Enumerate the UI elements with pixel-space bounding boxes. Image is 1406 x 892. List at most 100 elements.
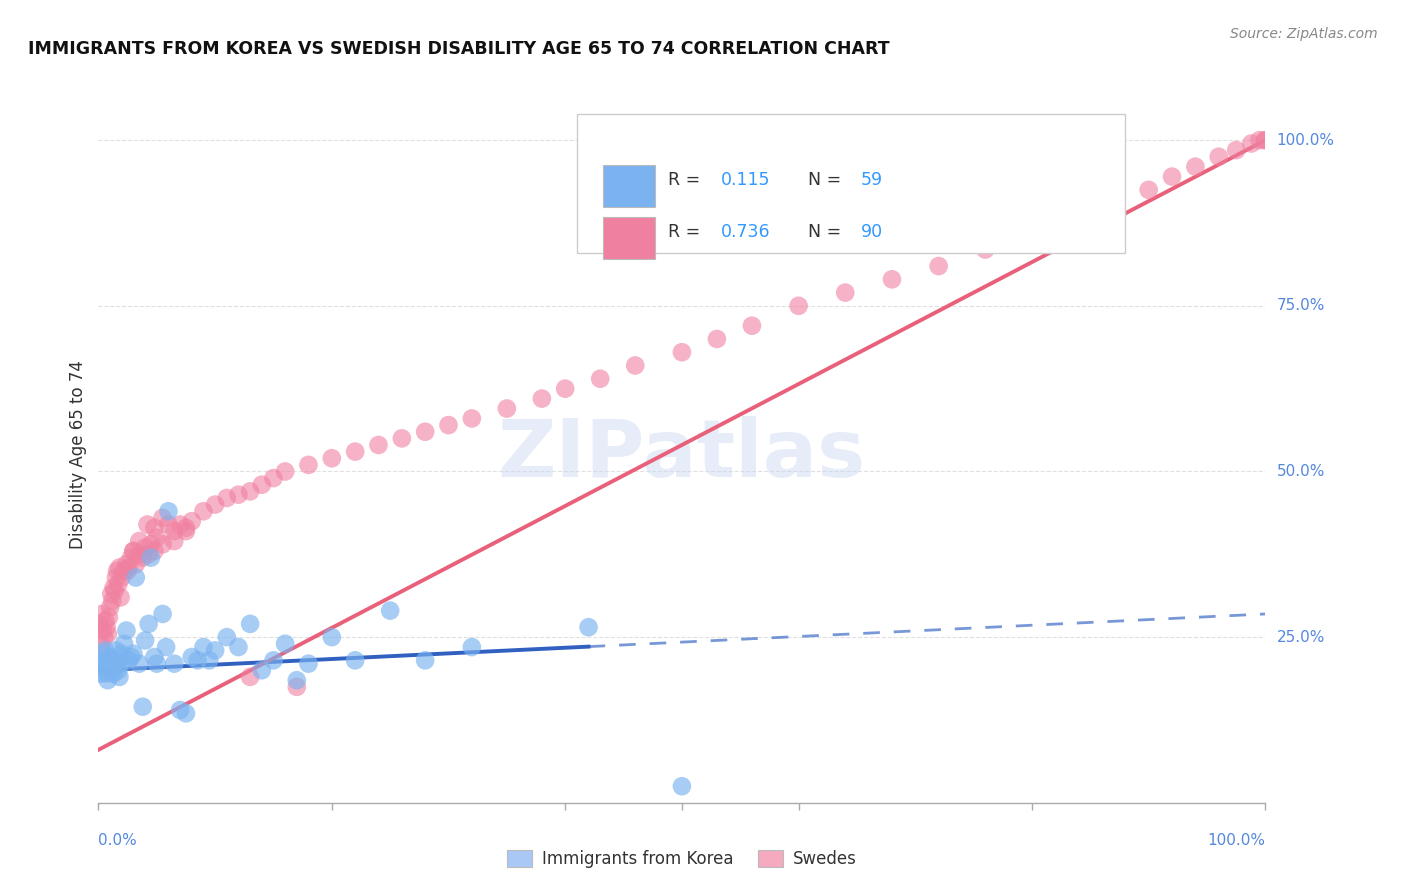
- Text: R =: R =: [668, 223, 706, 241]
- Point: [122, 544, 145, 558]
- Point: [1161, 169, 1184, 184]
- Point: [391, 431, 413, 445]
- Point: [111, 570, 134, 584]
- Point: [193, 640, 215, 654]
- Point: [103, 666, 125, 681]
- Point: [204, 498, 226, 512]
- Point: [157, 517, 180, 532]
- Point: [1254, 133, 1277, 147]
- Point: [163, 657, 186, 671]
- Text: 50.0%: 50.0%: [1277, 464, 1324, 479]
- Point: [97, 610, 120, 624]
- Point: [117, 564, 139, 578]
- Point: [132, 699, 155, 714]
- Point: [928, 259, 950, 273]
- Point: [115, 624, 138, 638]
- Point: [96, 666, 118, 681]
- Point: [112, 564, 135, 578]
- Point: [187, 653, 209, 667]
- Point: [134, 633, 156, 648]
- Point: [834, 285, 856, 300]
- Text: N =: N =: [808, 223, 846, 241]
- Point: [101, 593, 124, 607]
- Point: [589, 372, 612, 386]
- Bar: [603, 217, 655, 259]
- Point: [98, 600, 121, 615]
- Point: [97, 627, 120, 641]
- Point: [198, 653, 221, 667]
- Point: [624, 359, 647, 373]
- Point: [787, 299, 810, 313]
- Point: [496, 401, 519, 416]
- Text: N =: N =: [808, 171, 846, 189]
- Point: [91, 660, 114, 674]
- Point: [108, 560, 131, 574]
- Point: [163, 534, 186, 549]
- Text: 75.0%: 75.0%: [1277, 298, 1324, 313]
- Point: [671, 345, 693, 359]
- Text: ZIPatlas: ZIPatlas: [498, 416, 866, 494]
- Point: [250, 663, 273, 677]
- Point: [1067, 216, 1090, 230]
- Point: [146, 531, 169, 545]
- Point: [138, 616, 160, 631]
- Point: [93, 653, 115, 667]
- Point: [461, 640, 484, 654]
- Point: [152, 511, 174, 525]
- Point: [90, 647, 112, 661]
- Point: [90, 666, 112, 681]
- Point: [180, 650, 202, 665]
- Point: [139, 550, 162, 565]
- Point: [413, 425, 436, 439]
- Point: [136, 517, 159, 532]
- Point: [104, 643, 127, 657]
- Text: 0.736: 0.736: [720, 223, 770, 241]
- Point: [120, 650, 142, 665]
- Point: [94, 614, 117, 628]
- Point: [741, 318, 763, 333]
- Point: [1184, 160, 1206, 174]
- Point: [118, 560, 141, 574]
- Point: [97, 673, 120, 688]
- Point: [107, 663, 129, 677]
- Point: [143, 544, 166, 558]
- Point: [274, 465, 297, 479]
- Point: [120, 550, 142, 565]
- Point: [143, 521, 166, 535]
- Point: [228, 640, 250, 654]
- Legend: Immigrants from Korea, Swedes: Immigrants from Korea, Swedes: [501, 843, 863, 874]
- Point: [128, 657, 150, 671]
- Point: [97, 657, 120, 671]
- Text: 100.0%: 100.0%: [1208, 833, 1265, 848]
- Point: [285, 680, 308, 694]
- Point: [344, 653, 367, 667]
- Point: [93, 630, 115, 644]
- Point: [128, 547, 150, 561]
- Point: [285, 673, 308, 688]
- Point: [274, 637, 297, 651]
- Point: [105, 653, 128, 667]
- Point: [671, 779, 693, 793]
- Point: [139, 537, 162, 551]
- Point: [344, 444, 367, 458]
- Point: [321, 451, 343, 466]
- Point: [228, 488, 250, 502]
- Point: [111, 647, 134, 661]
- Point: [461, 411, 484, 425]
- Point: [239, 670, 262, 684]
- Point: [262, 471, 284, 485]
- Point: [91, 624, 114, 638]
- Point: [146, 657, 169, 671]
- Point: [578, 620, 600, 634]
- Point: [112, 637, 135, 651]
- Point: [122, 544, 145, 558]
- Point: [122, 647, 145, 661]
- Point: [155, 640, 177, 654]
- FancyBboxPatch shape: [576, 114, 1125, 253]
- Point: [297, 657, 319, 671]
- Point: [321, 630, 343, 644]
- Point: [103, 581, 125, 595]
- Text: 25.0%: 25.0%: [1277, 630, 1324, 645]
- Text: 0.115: 0.115: [720, 171, 770, 189]
- Point: [118, 653, 141, 667]
